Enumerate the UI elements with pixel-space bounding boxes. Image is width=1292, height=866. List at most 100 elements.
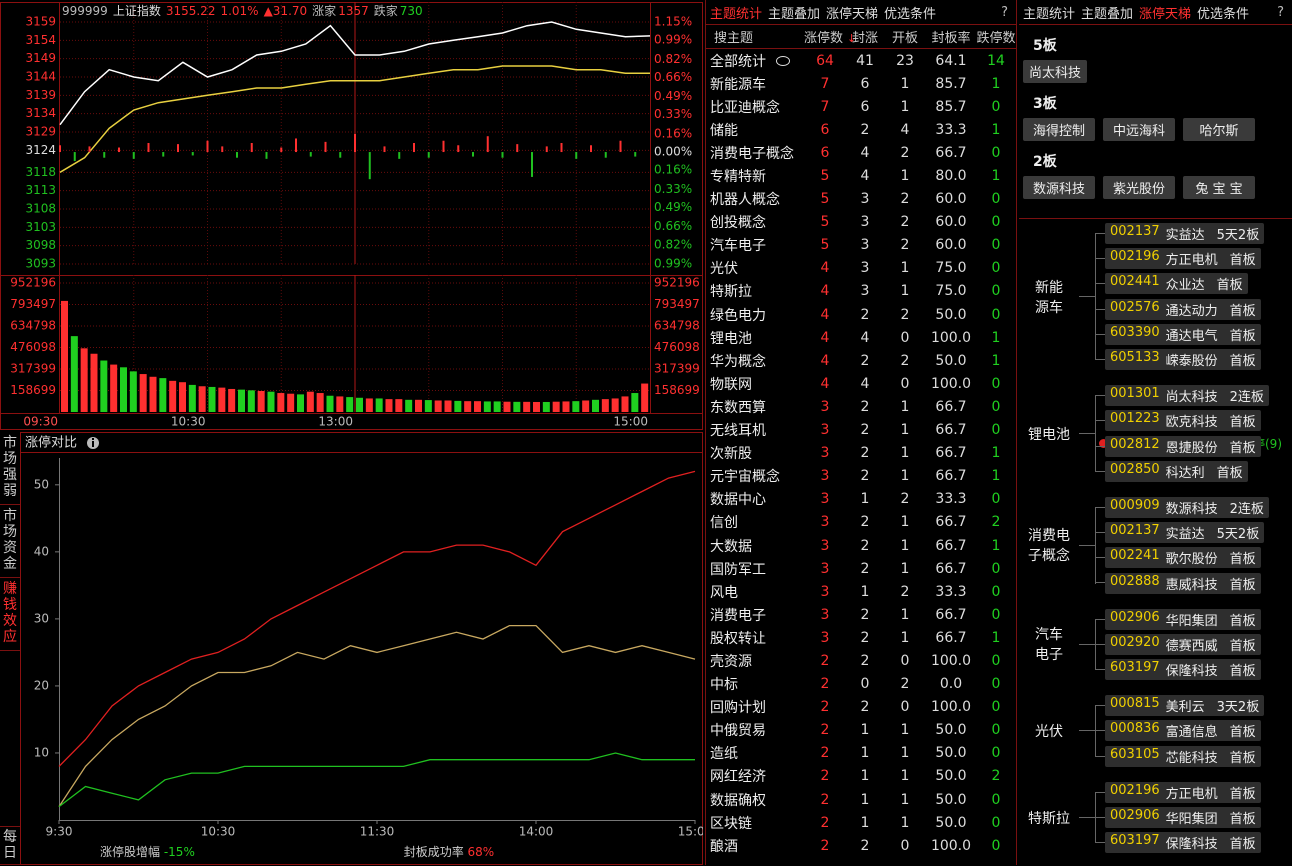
stock-box[interactable]: 002888 惠威科技 首板 bbox=[1105, 572, 1261, 594]
table-row[interactable]: 中俄贸易 2 1 1 50.0 0 bbox=[706, 719, 1016, 742]
help-button[interactable]: ? bbox=[1277, 4, 1284, 20]
table-row[interactable]: 网红经济 2 1 1 50.0 2 bbox=[706, 765, 1016, 788]
table-row[interactable]: 东数西算 3 2 1 66.7 0 bbox=[706, 395, 1016, 418]
stock-box[interactable]: 002137 实益达 5天2板 bbox=[1105, 522, 1265, 544]
stock-box[interactable]: 002920 德赛西威 首板 bbox=[1105, 633, 1261, 655]
table-row[interactable]: 光伏 4 3 1 75.0 0 bbox=[706, 257, 1016, 280]
table-row[interactable]: 消费电子概念 6 4 2 66.7 0 bbox=[706, 141, 1016, 164]
column-header[interactable]: 封板率 bbox=[931, 31, 971, 46]
stock-button[interactable]: 兔 宝 宝 bbox=[1183, 176, 1255, 199]
table-row[interactable]: 储能 6 2 4 33.3 1 bbox=[706, 118, 1016, 141]
stock-box[interactable]: 001223 欧克科技 首板 bbox=[1105, 410, 1261, 432]
stock-code: 603197 bbox=[1110, 833, 1160, 849]
tab[interactable]: 主题叠加 bbox=[768, 6, 821, 22]
help-button[interactable]: ? bbox=[1001, 4, 1008, 20]
stock-box[interactable]: 002241 歌尔股份 首板 bbox=[1105, 547, 1261, 569]
column-header[interactable]: 涨停数 ↓ bbox=[804, 31, 857, 46]
stock-box[interactable]: 002441 众业达 首板 bbox=[1105, 273, 1248, 295]
table-row[interactable]: 股权转让 3 2 1 66.7 1 bbox=[706, 626, 1016, 649]
volume-bar bbox=[257, 391, 265, 412]
stock-box[interactable]: 002137 实益达 5天2板 bbox=[1105, 223, 1265, 245]
table-row[interactable]: 数据确权 2 1 1 50.0 0 bbox=[706, 788, 1016, 811]
table-row[interactable]: 国防军工 3 2 1 66.7 0 bbox=[706, 557, 1016, 580]
stock-button[interactable]: 紫光股份 bbox=[1103, 176, 1175, 199]
table-row[interactable]: 区块链 2 1 1 50.0 0 bbox=[706, 811, 1016, 834]
table-row[interactable]: 绿色电力 4 2 2 50.0 0 bbox=[706, 303, 1016, 326]
tab[interactable]: 优选条件 bbox=[884, 6, 937, 22]
table-row[interactable]: 新能源车 7 6 1 85.7 1 bbox=[706, 72, 1016, 95]
volume-bar bbox=[592, 399, 599, 412]
breadth-bar bbox=[354, 133, 356, 153]
column-header[interactable]: 跌停数 bbox=[976, 31, 1016, 46]
table-row[interactable]: 壳资源 2 2 0 100.0 0 bbox=[706, 649, 1016, 672]
stock-button[interactable]: 哈尔斯 bbox=[1183, 118, 1255, 141]
table-row[interactable]: 华为概念 4 2 2 50.0 1 bbox=[706, 349, 1016, 372]
table-row[interactable]: 元宇宙概念 3 2 1 66.7 1 bbox=[706, 465, 1016, 488]
breadth-bar bbox=[427, 152, 430, 158]
column-header[interactable]: 开板 bbox=[891, 31, 918, 46]
stock-button[interactable]: 尚太科技 bbox=[1023, 60, 1088, 83]
stock-box[interactable]: 603105 芯能科技 首板 bbox=[1105, 745, 1261, 767]
tab[interactable]: 主题统计 bbox=[710, 6, 763, 22]
stock-box[interactable]: 002196 方正电机 首板 bbox=[1105, 781, 1261, 803]
search-cell[interactable]: 搜主题 bbox=[706, 27, 804, 47]
cell-number: 3 bbox=[860, 214, 870, 231]
table-row[interactable]: 回购计划 2 2 0 100.0 0 bbox=[706, 696, 1016, 719]
stock-box[interactable]: 002576 通达动力 首板 bbox=[1105, 298, 1261, 320]
table-row[interactable]: 无线耳机 3 2 1 66.7 0 bbox=[706, 419, 1016, 442]
y-tick-label-right: 793497 bbox=[654, 297, 700, 311]
table-row[interactable]: 次新股 3 2 1 66.7 1 bbox=[706, 442, 1016, 465]
stock-button[interactable]: 数源科技 bbox=[1023, 176, 1095, 199]
y-tick-label: 3154 bbox=[25, 33, 56, 47]
breadth-bar bbox=[191, 152, 194, 156]
stock-box[interactable]: 000815 美利云 3天2板 bbox=[1105, 695, 1265, 717]
table-row[interactable]: 消费电子 3 2 1 66.7 0 bbox=[706, 603, 1016, 626]
table-row[interactable]: 专精特新 5 4 1 80.0 1 bbox=[706, 164, 1016, 187]
table-row[interactable]: 大数据 3 2 1 66.7 1 bbox=[706, 534, 1016, 557]
side-tab[interactable]: 每日 bbox=[0, 826, 20, 865]
cell-number: 4 bbox=[820, 283, 830, 300]
stock-box[interactable]: 002850 科达利 首板 bbox=[1105, 460, 1248, 482]
stock-tag: 首板 bbox=[1229, 812, 1256, 828]
stock-box[interactable]: 002906 华阳集团 首板 bbox=[1105, 608, 1261, 630]
table-row[interactable]: 中标 2 0 2 0.0 0 bbox=[706, 673, 1016, 696]
stock-box[interactable]: 002906 华阳集团 首板 bbox=[1105, 807, 1261, 829]
table-row[interactable]: 信创 3 2 1 66.7 2 bbox=[706, 511, 1016, 534]
table-row[interactable]: 数据中心 3 1 2 33.3 0 bbox=[706, 488, 1016, 511]
tab[interactable]: 涨停天梯 bbox=[826, 6, 879, 22]
cell-number: 0 bbox=[860, 676, 870, 693]
table-row[interactable]: 锂电池 4 4 0 100.0 1 bbox=[706, 326, 1016, 349]
tab[interactable]: 主题叠加 bbox=[1081, 6, 1134, 22]
stock-box[interactable]: 603197 保隆科技 首板 bbox=[1105, 832, 1261, 854]
table-row[interactable]: 物联网 4 4 0 100.0 0 bbox=[706, 372, 1016, 395]
column-header[interactable]: 封涨 bbox=[851, 31, 878, 46]
stock-box[interactable]: 002812 恩捷股份 首板 bbox=[1105, 435, 1261, 457]
side-tab[interactable]: 赚钱效应 bbox=[0, 579, 20, 651]
stock-box[interactable]: 603197 保隆科技 首板 bbox=[1105, 659, 1261, 681]
table-row[interactable]: 造纸 2 1 1 50.0 0 bbox=[706, 742, 1016, 765]
stock-row: 002906 华阳集团 首板 bbox=[1095, 607, 1261, 632]
stock-box[interactable]: 002196 方正电机 首板 bbox=[1105, 248, 1261, 270]
stock-box[interactable]: 000909 数源科技 2连板 bbox=[1105, 496, 1269, 518]
table-row[interactable]: 汽车电子 5 3 2 60.0 0 bbox=[706, 234, 1016, 257]
stock-box[interactable]: 603390 通达电气 首板 bbox=[1105, 323, 1261, 345]
stock-button[interactable]: 中远海科 bbox=[1103, 118, 1175, 141]
stock-box[interactable]: 001301 尚太科技 2连板 bbox=[1105, 385, 1269, 407]
tab[interactable]: 涨停天梯 bbox=[1139, 6, 1192, 22]
theme-name: 国防军工 bbox=[710, 561, 766, 578]
table-row[interactable]: 机器人概念 5 3 2 60.0 0 bbox=[706, 188, 1016, 211]
stock-button[interactable]: 海得控制 bbox=[1023, 118, 1095, 141]
stock-box[interactable]: 000836 富通信息 首板 bbox=[1105, 720, 1261, 742]
stock-box[interactable]: 605133 嵘泰股份 首板 bbox=[1105, 349, 1261, 371]
tab[interactable]: 优选条件 bbox=[1197, 6, 1250, 22]
side-tab[interactable]: 市场资金 bbox=[0, 506, 20, 578]
side-tab[interactable]: 市场强弱 bbox=[0, 433, 20, 505]
table-row[interactable]: 特斯拉 4 3 1 75.0 0 bbox=[706, 280, 1016, 303]
breadth-bar bbox=[324, 141, 327, 153]
table-row[interactable]: 比亚迪概念 7 6 1 85.7 0 bbox=[706, 95, 1016, 118]
table-row[interactable]: 风电 3 1 2 33.3 0 bbox=[706, 580, 1016, 603]
table-row[interactable]: 酿酒 2 2 0 100.0 0 bbox=[706, 834, 1016, 857]
table-row[interactable]: 创投概念 5 3 2 60.0 0 bbox=[706, 211, 1016, 234]
tab[interactable]: 主题统计 bbox=[1023, 6, 1076, 22]
table-row[interactable]: 全部统计 64 41 23 64.1 14 bbox=[706, 49, 1016, 72]
